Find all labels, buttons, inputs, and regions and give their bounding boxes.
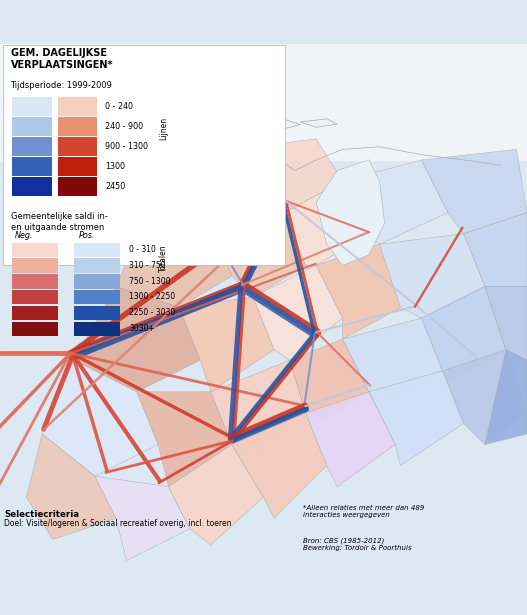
Text: Totalen: Totalen <box>159 245 168 272</box>
Bar <box>74 258 120 272</box>
Polygon shape <box>264 119 300 130</box>
Polygon shape <box>232 413 327 518</box>
Polygon shape <box>316 160 385 265</box>
Polygon shape <box>211 360 306 455</box>
Polygon shape <box>343 318 443 402</box>
Bar <box>74 290 120 304</box>
Text: 1300 - 2250: 1300 - 2250 <box>129 293 175 301</box>
Polygon shape <box>306 392 395 486</box>
Text: 2250 - 3030: 2250 - 3030 <box>129 308 175 317</box>
Text: Gemeentelijke saldi in-
en uitgaande stromen: Gemeentelijke saldi in- en uitgaande str… <box>11 212 108 232</box>
Polygon shape <box>300 119 337 127</box>
Polygon shape <box>316 244 401 339</box>
Text: Doel: Visite/logeren & Sociaal recreatief overig, incl. toeren: Doel: Visite/logeren & Sociaal recreatie… <box>4 519 232 528</box>
Polygon shape <box>227 122 264 133</box>
Bar <box>58 137 97 156</box>
Polygon shape <box>148 149 264 223</box>
Bar <box>12 177 52 196</box>
Polygon shape <box>26 434 116 539</box>
Polygon shape <box>464 213 527 287</box>
Text: 0 - 310: 0 - 310 <box>129 245 156 254</box>
Text: 750 - 1300: 750 - 1300 <box>129 277 171 285</box>
Text: 240 - 900: 240 - 900 <box>105 122 143 131</box>
Polygon shape <box>443 350 527 445</box>
Polygon shape <box>169 445 264 545</box>
Polygon shape <box>290 339 369 424</box>
Text: 900 - 1300: 900 - 1300 <box>105 141 149 151</box>
Bar <box>12 97 52 116</box>
Text: 1300: 1300 <box>105 162 125 171</box>
Polygon shape <box>74 287 200 392</box>
Bar <box>12 157 52 177</box>
Polygon shape <box>116 213 232 308</box>
Bar <box>74 243 120 257</box>
Polygon shape <box>369 371 464 466</box>
Bar <box>0 44 527 160</box>
Text: Selectiecriteria: Selectiecriteria <box>4 510 79 519</box>
Text: 2450: 2450 <box>105 182 125 191</box>
Bar <box>12 274 58 288</box>
Bar <box>12 258 58 272</box>
Bar <box>12 137 52 156</box>
Text: 310 - 750: 310 - 750 <box>129 261 165 270</box>
Bar <box>58 97 97 116</box>
Text: Tijdsperiode: 1999-2009: Tijdsperiode: 1999-2009 <box>11 81 112 90</box>
Polygon shape <box>343 160 448 244</box>
Polygon shape <box>253 265 343 360</box>
Text: Neg.: Neg. <box>15 231 33 240</box>
Bar <box>12 322 58 336</box>
Text: Lijnen: Lijnen <box>159 117 168 140</box>
Polygon shape <box>211 213 306 297</box>
Text: Pos.: Pos. <box>79 231 95 240</box>
Polygon shape <box>422 287 506 381</box>
Bar <box>74 274 120 288</box>
Bar <box>58 117 97 137</box>
Polygon shape <box>379 234 485 318</box>
Bar <box>12 306 58 320</box>
Text: GEM. DAGELIJKSE
VERPLAATSINGEN*: GEM. DAGELIJKSE VERPLAATSINGEN* <box>11 48 113 70</box>
Polygon shape <box>184 113 211 122</box>
Bar <box>12 117 52 137</box>
Bar <box>58 177 97 196</box>
Text: 3030+: 3030+ <box>129 324 155 333</box>
Bar <box>74 322 120 336</box>
Text: Bron: CBS (1985-2012)
Bewerking: Tordoir & Poorthuis: Bron: CBS (1985-2012) Bewerking: Tordoir… <box>303 538 412 551</box>
Polygon shape <box>422 149 527 234</box>
Bar <box>12 290 58 304</box>
Bar <box>12 243 58 257</box>
Text: *Alleen relaties met meer dan 489
interacties weergegeven: *Alleen relaties met meer dan 489 intera… <box>303 505 424 518</box>
Bar <box>74 306 120 320</box>
Bar <box>58 157 97 177</box>
Polygon shape <box>195 125 227 137</box>
Polygon shape <box>485 350 527 445</box>
Polygon shape <box>485 287 527 360</box>
Text: 0 - 240: 0 - 240 <box>105 101 133 111</box>
Polygon shape <box>232 139 343 213</box>
FancyBboxPatch shape <box>3 45 285 265</box>
Polygon shape <box>95 476 190 560</box>
Polygon shape <box>42 360 158 476</box>
Polygon shape <box>137 392 232 486</box>
Polygon shape <box>179 297 274 392</box>
Polygon shape <box>285 181 369 265</box>
